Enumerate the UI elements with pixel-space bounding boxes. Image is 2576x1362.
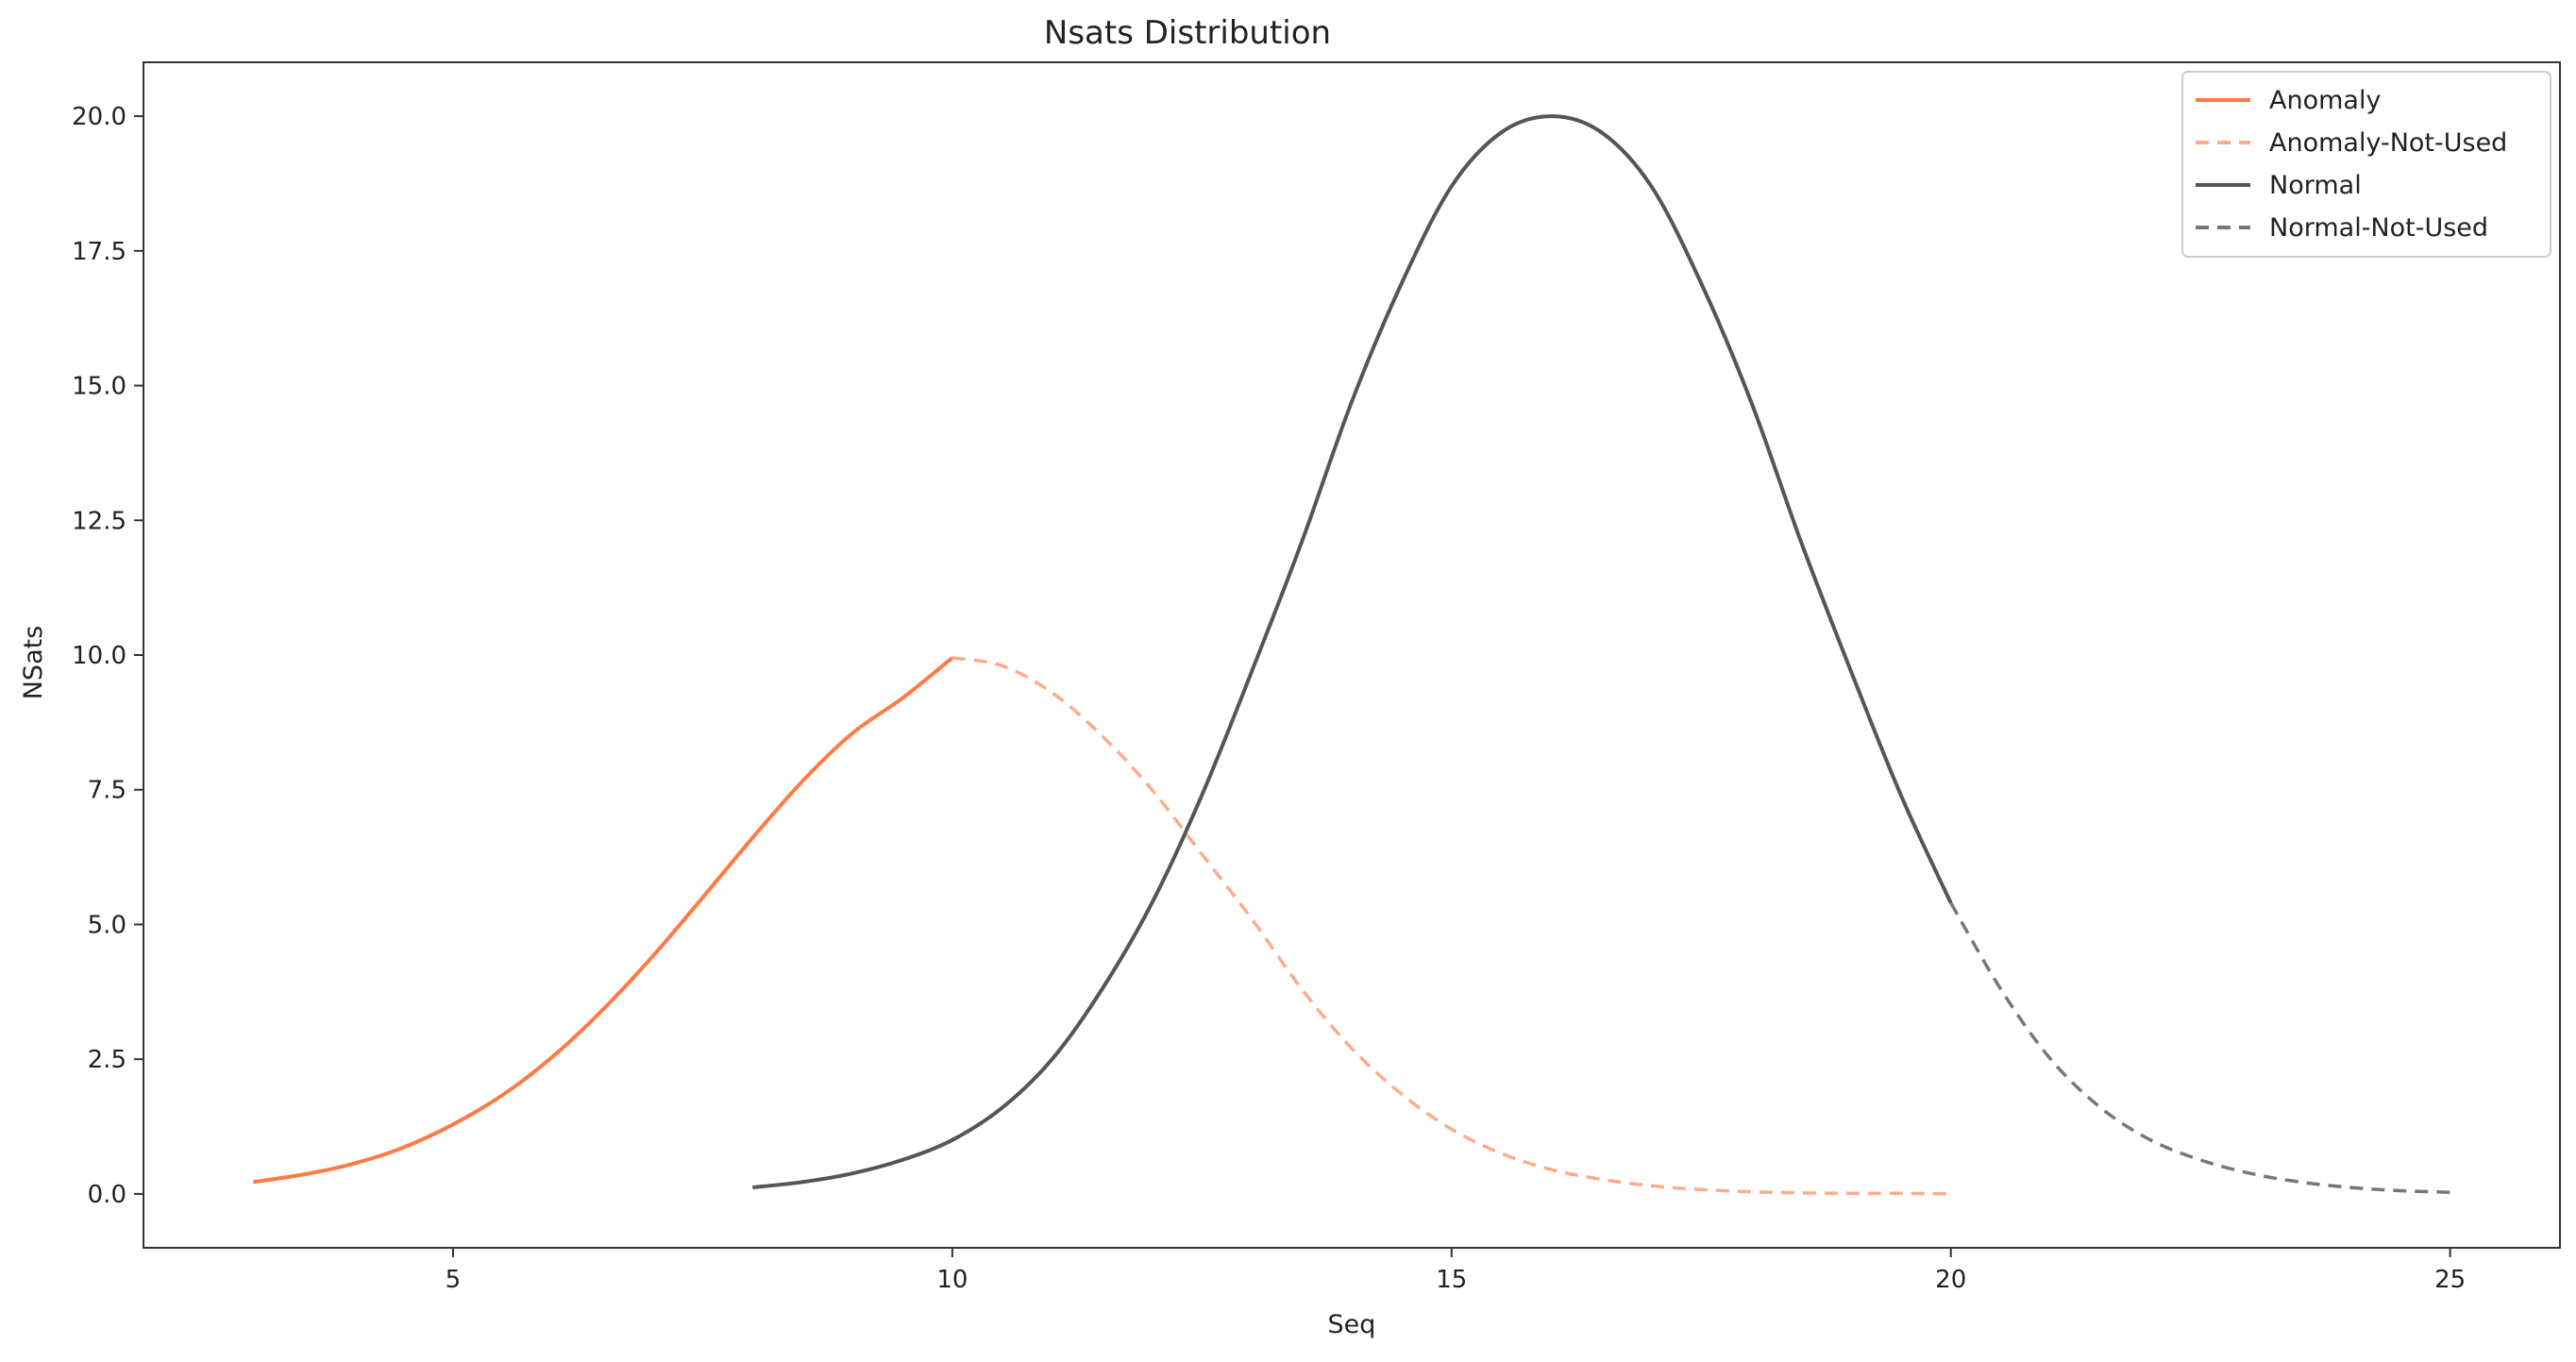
y-tick-label: 12.5 bbox=[72, 507, 126, 535]
legend-label-anomaly-not-used: Anomaly-Not-Used bbox=[2269, 128, 2507, 158]
legend: Anomaly Anomaly-Not-Used Normal Normal-Not-… bbox=[2181, 71, 2551, 258]
y-tick-label: 0.0 bbox=[88, 1181, 126, 1209]
legend-label-normal: Normal bbox=[2269, 171, 2362, 200]
legend-box bbox=[2181, 71, 2551, 258]
y-tick-label: 10.0 bbox=[72, 642, 126, 670]
y-tick-label: 2.5 bbox=[88, 1046, 126, 1074]
y-axis-label: NSats bbox=[19, 626, 48, 700]
series-line-anomaly-not-used bbox=[951, 656, 1951, 1196]
y-tick-label: 17.5 bbox=[72, 238, 126, 266]
x-tick-label: 25 bbox=[2434, 1266, 2466, 1294]
x-tick-label: 10 bbox=[936, 1266, 968, 1294]
y-tick-label: 15.0 bbox=[72, 373, 126, 401]
x-tick-label: 20 bbox=[1935, 1266, 1966, 1294]
y-tick-label: 5.0 bbox=[88, 911, 126, 939]
y-tick-label: 7.5 bbox=[88, 777, 126, 805]
x-axis-label: Seq bbox=[1328, 1310, 1376, 1339]
ticks-layer: 5 10 15 20 25 0.0 2.5 5.0 7.5 10.0 12.5 15.0 17.5 20.… bbox=[72, 103, 2466, 1294]
series-line-normal-not-used bbox=[1949, 901, 2450, 1194]
x-tick-label: 5 bbox=[446, 1266, 462, 1294]
plot-frame bbox=[143, 61, 2561, 1249]
series-layer bbox=[253, 114, 2450, 1196]
series-line-anomaly bbox=[253, 656, 954, 1185]
chart-title: Nsats Distribution bbox=[1044, 14, 1331, 52]
series-line-normal bbox=[752, 114, 1953, 1190]
y-tick-label: 20.0 bbox=[72, 103, 126, 131]
legend-label-anomaly: Anomaly bbox=[2269, 86, 2381, 115]
x-tick-label: 15 bbox=[1436, 1266, 1467, 1294]
legend-label-normal-not-used: Normal-Not-Used bbox=[2269, 213, 2488, 243]
